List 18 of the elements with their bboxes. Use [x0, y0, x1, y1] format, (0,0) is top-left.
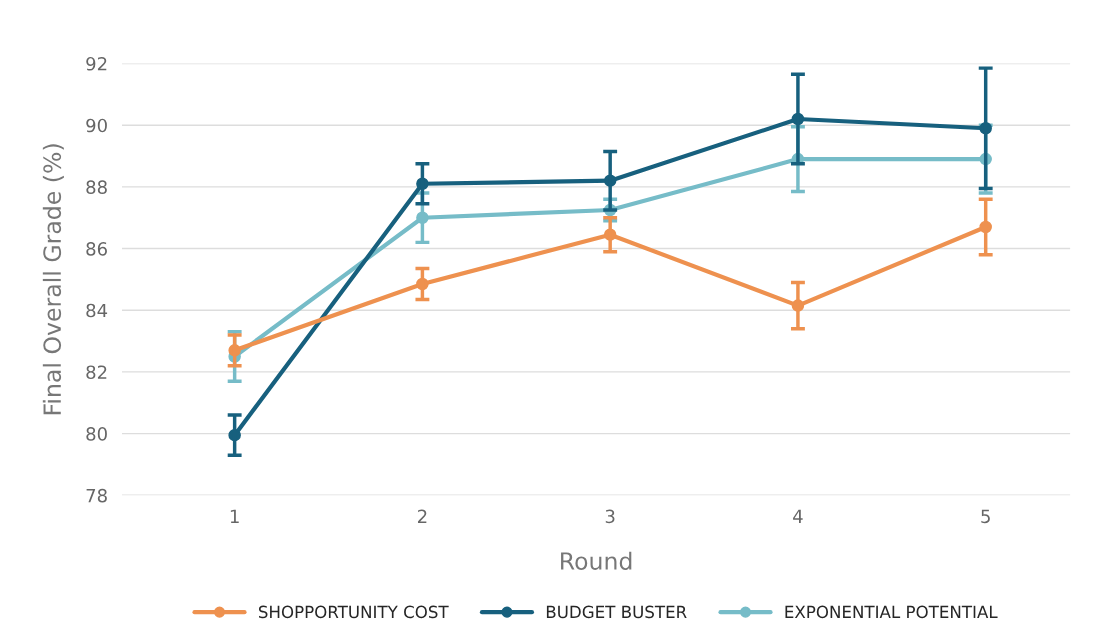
y-tick-label: 78	[86, 488, 107, 503]
y-tick-label: 88	[86, 180, 107, 194]
y-tick-label: 86	[86, 242, 107, 256]
x-axis-title: Round	[561, 551, 632, 570]
legend-label: EXPONENTIAL POTENTIAL	[785, 605, 998, 619]
x-tick-label: 5	[981, 509, 990, 524]
x-tick-label: 2	[417, 509, 427, 523]
x-tick-label: 3	[605, 509, 615, 524]
legend-label: SHOPPORTUNITY COST	[258, 605, 449, 619]
legend-label: BUDGET BUSTER	[546, 605, 687, 619]
y-tick-label: 82	[86, 365, 107, 380]
x-tick-label: 4	[793, 509, 803, 523]
x-tick-label: 1	[230, 509, 239, 523]
y-tick-label: 80	[86, 427, 107, 441]
y-tick-label: 84	[86, 303, 108, 318]
y-tick-label: 90	[86, 118, 107, 133]
y-tick-label: 92	[86, 56, 107, 71]
y-axis-title: Final Overall Grade (%)	[42, 144, 64, 415]
